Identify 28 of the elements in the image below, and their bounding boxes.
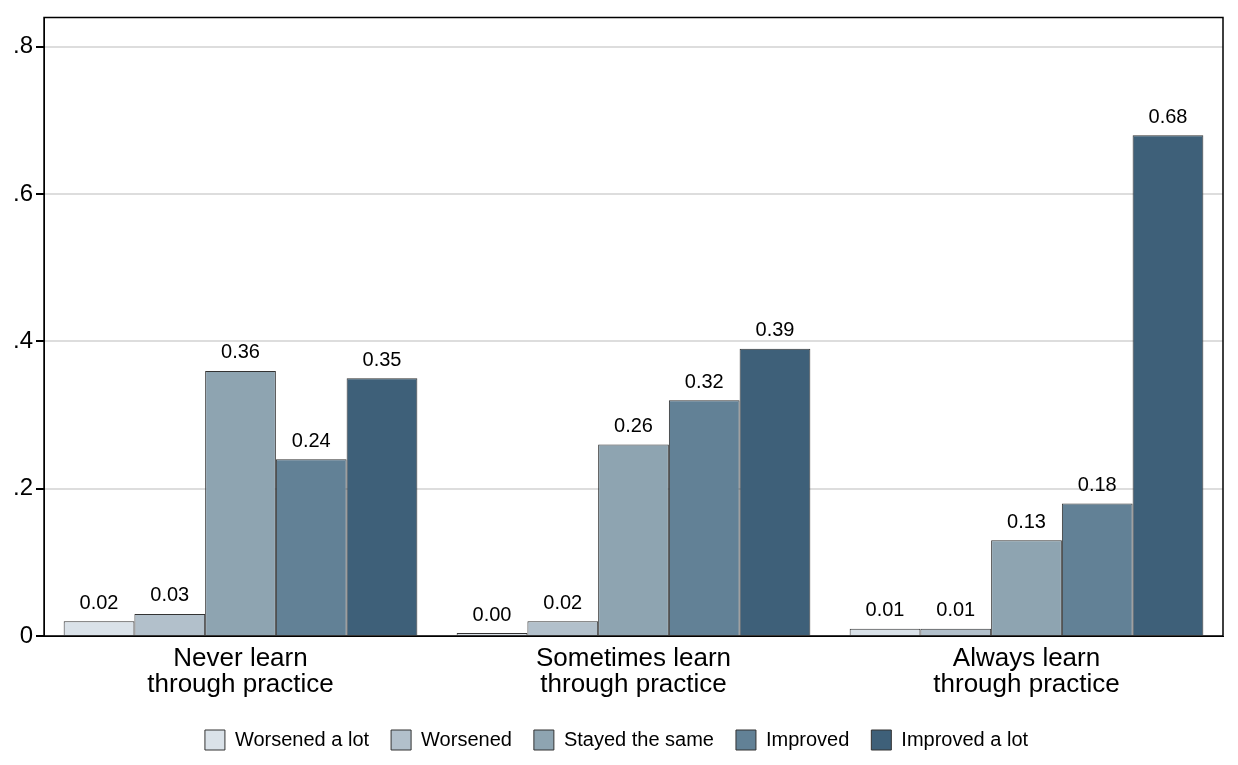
- data-label: 0.35: [362, 347, 402, 370]
- data-label: 0.01: [865, 598, 905, 621]
- data-label: 0.36: [221, 340, 260, 363]
- legend-label: Improved: [765, 727, 850, 750]
- x-tick-label: Always learn through practice: [933, 642, 1120, 699]
- x-tick-label: Never learn through practice: [147, 642, 334, 699]
- data-label: 0.68: [1148, 104, 1188, 127]
- data-label: 0.00: [472, 602, 512, 625]
- data-label: 0.32: [684, 369, 724, 392]
- legend-label: Worsened: [421, 727, 512, 750]
- data-label: 0.03: [150, 583, 190, 606]
- data-label: 0.13: [1007, 509, 1046, 532]
- y-tick-label: .8: [13, 31, 34, 59]
- legend-label: Improved a lot: [901, 727, 1029, 750]
- data-label: 0.26: [614, 414, 653, 437]
- y-tick-label: .6: [13, 178, 34, 206]
- legend-label: Worsened a lot: [234, 727, 370, 750]
- y-tick-label: .2: [13, 473, 34, 501]
- y-tick-label: 0: [19, 620, 34, 648]
- data-label: 0.01: [936, 598, 976, 621]
- data-label: 0.39: [755, 318, 795, 341]
- data-label: 0.18: [1077, 472, 1117, 495]
- data-label: 0.02: [79, 590, 119, 613]
- data-label: 0.02: [543, 590, 583, 613]
- y-tick-label: .4: [13, 326, 34, 354]
- data-label: 0.24: [291, 428, 331, 451]
- x-tick-label: Sometimes learn through practice: [535, 642, 732, 699]
- legend-label: Stayed the same: [563, 727, 714, 750]
